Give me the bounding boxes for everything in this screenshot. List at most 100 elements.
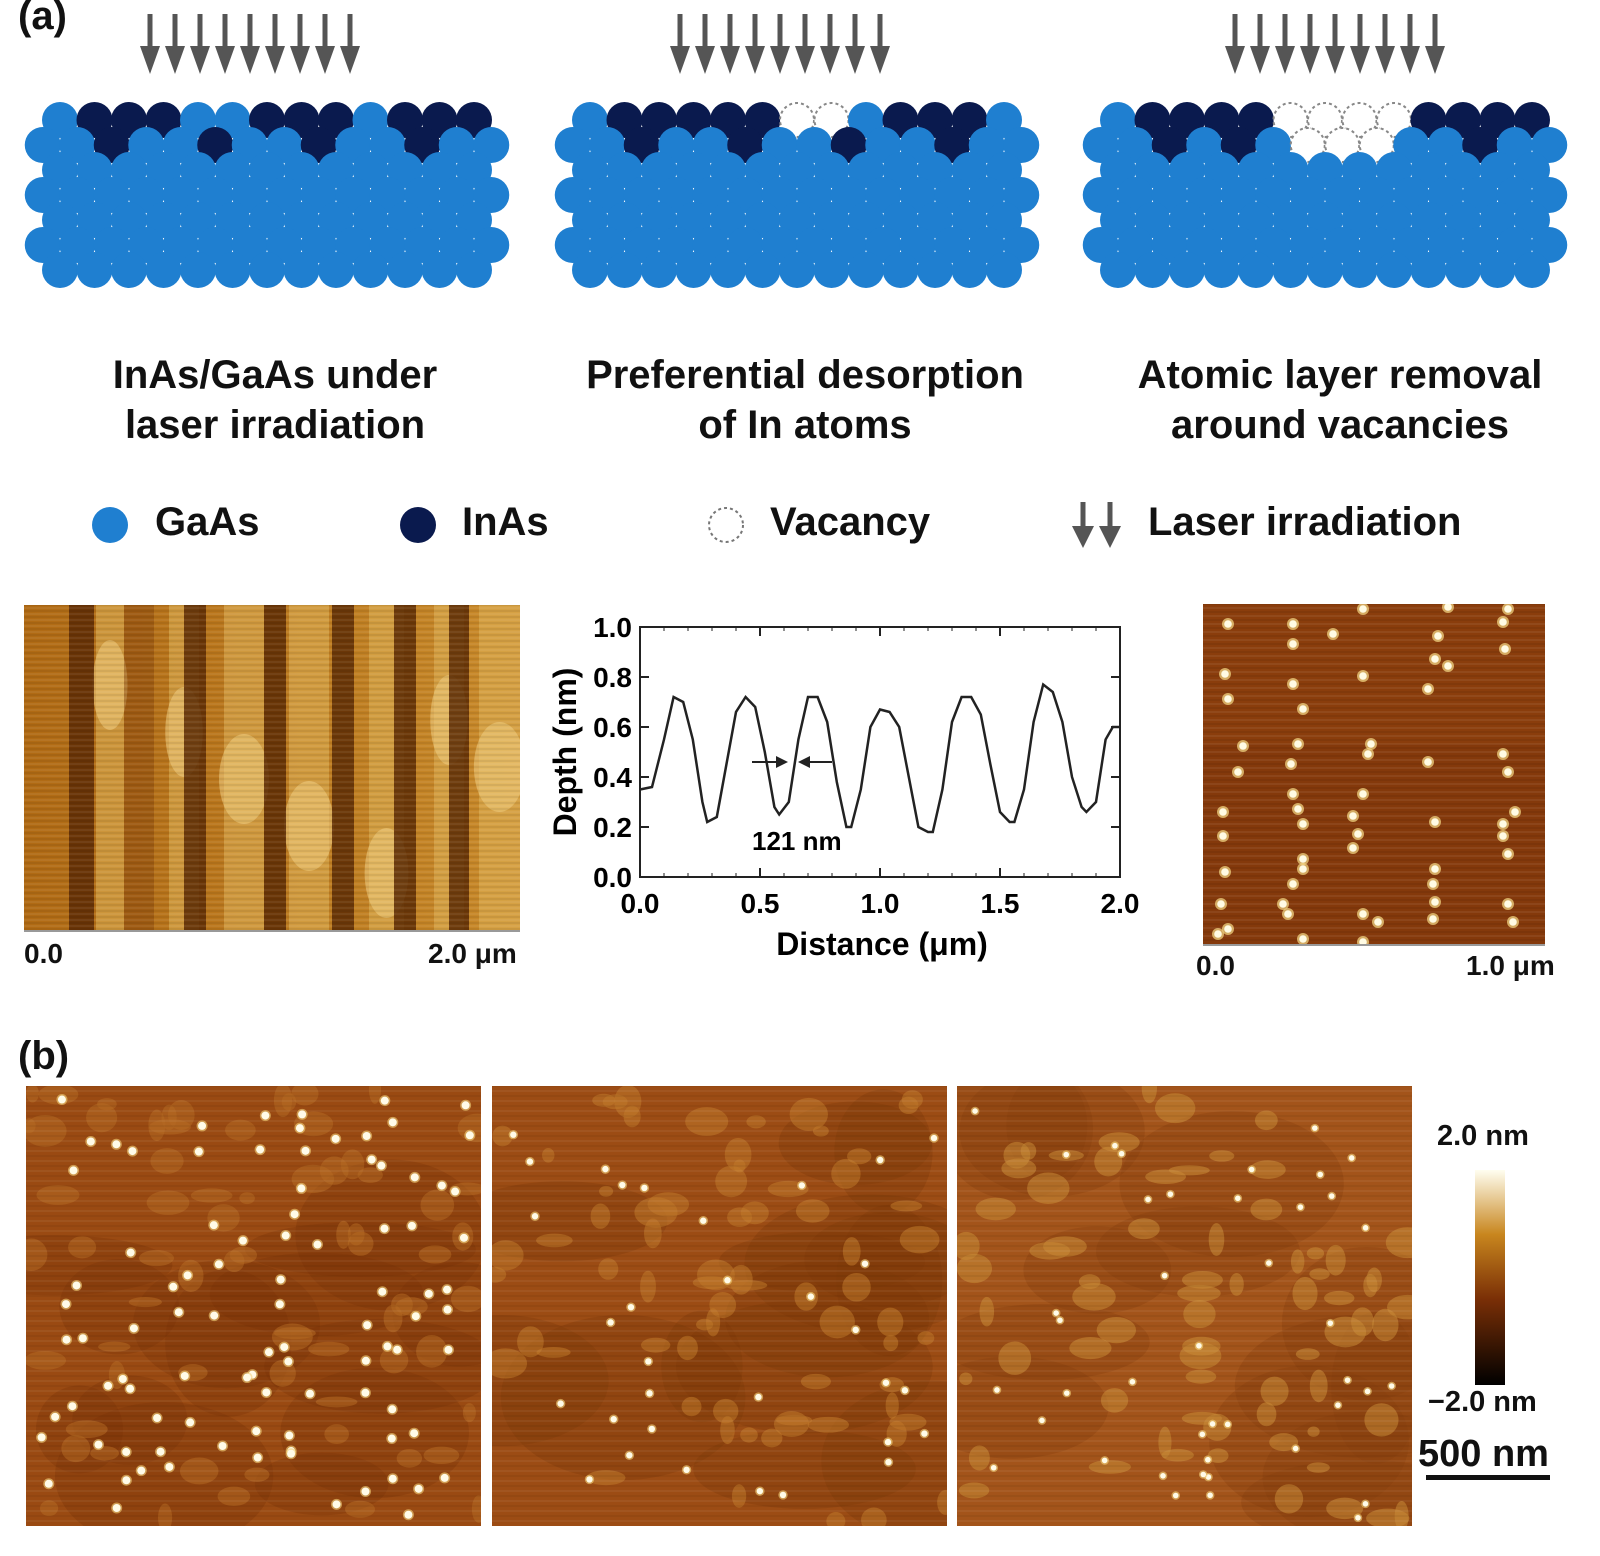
gaas-atom (180, 202, 216, 238)
gaas-atom (1376, 152, 1412, 188)
gaas-atom (623, 177, 660, 213)
quantum-dot-core (86, 1137, 95, 1146)
gaas-atom (76, 252, 113, 288)
quantum-dot-core (1359, 790, 1367, 798)
laser-arrow-head (1300, 46, 1320, 74)
gaas-atom (1134, 202, 1171, 238)
gaas-atom (404, 227, 441, 263)
inas-atom (1220, 127, 1257, 163)
x-tick-label: 2.0 (1101, 888, 1140, 919)
quantum-dot-core (129, 1324, 138, 1333)
quantum-dot-core (297, 1184, 306, 1193)
quantum-dot-core (1235, 1195, 1241, 1202)
quantum-dot-core (626, 1452, 633, 1459)
gaas-atom (968, 127, 1005, 163)
quantum-dot-core (1431, 655, 1439, 663)
gaas-atom (572, 252, 608, 288)
atomic-schematics (24, 14, 1568, 288)
quantum-dot-core (1161, 1272, 1168, 1279)
laser-arrows-icon (1072, 502, 1121, 548)
quantum-dot-core (1289, 790, 1297, 798)
caption-desorption: Preferential desorption of In atoms (586, 353, 1024, 447)
quantum-dot-core (156, 1447, 165, 1456)
gaas-atom (1151, 227, 1188, 263)
quantum-dot-core (1388, 1383, 1395, 1389)
quantum-dot-core (627, 1303, 635, 1311)
gaas-atom (692, 177, 729, 213)
gaas-atom (1186, 177, 1223, 213)
quantum-dot-core (298, 1110, 307, 1119)
quantum-dot-core (1499, 832, 1507, 840)
laser-arrow-head (1225, 46, 1245, 74)
gaas-atom (865, 227, 902, 263)
gaas-atom (641, 152, 677, 188)
gaas-atom (848, 202, 884, 238)
gaas-atom (744, 202, 781, 238)
inas-atom (1203, 102, 1240, 138)
quantum-dot-core (69, 1166, 78, 1175)
gaas-atom (283, 202, 320, 238)
gaas-atom (249, 152, 285, 188)
quantum-dot-core (510, 1131, 517, 1138)
gaas-atom (1479, 152, 1516, 188)
laser-arrow-head (290, 46, 310, 74)
quantum-dot-core (388, 1405, 397, 1414)
gaas-atom (1445, 202, 1481, 238)
legend-laser: Laser irradiation (1148, 500, 1462, 544)
quantum-dot-core (755, 1393, 762, 1401)
caption-initial: InAs/GaAs under laser irradiation (112, 353, 438, 447)
gaas-atom (1393, 127, 1430, 163)
laser-arrow-head (215, 46, 235, 74)
quantum-dot-core (1509, 918, 1517, 926)
quantum-dot-core (280, 1343, 289, 1352)
quantum-dot-core (380, 1096, 389, 1105)
gaas-atom (1410, 202, 1447, 238)
quantum-dot-core (1284, 910, 1292, 918)
quantum-dot-core (443, 1285, 452, 1294)
laser-arrow-head (745, 46, 765, 74)
inas-atom (300, 127, 337, 163)
gaas-atom (658, 227, 695, 263)
inas-atom (917, 102, 953, 138)
quantum-dot-core (1248, 1166, 1255, 1173)
vacancy-icon (708, 507, 744, 543)
quantum-dot-core (607, 1319, 614, 1326)
gaas-atom (128, 227, 165, 263)
gaas-atom (1324, 227, 1361, 263)
laser-arrow-head (845, 46, 865, 74)
x-tick-label: 1.5 (981, 888, 1020, 919)
quantum-dot-core (1367, 740, 1375, 748)
quantum-dot-core (1424, 685, 1432, 693)
gaas-atom (1272, 202, 1309, 238)
quantum-dot-core (1224, 1421, 1231, 1428)
gaas-atom (369, 127, 406, 163)
quantum-dot-core (383, 1342, 392, 1351)
quantum-dot-core (1504, 900, 1512, 908)
quantum-dot-core (1327, 1320, 1334, 1326)
gaas-atom (1272, 152, 1309, 188)
gaas-atom (1203, 252, 1240, 288)
quantum-dot-core (1112, 1142, 1118, 1149)
quantum-dot-core (1354, 830, 1362, 838)
quantum-dot-core (252, 1427, 261, 1436)
quantum-dot-core (1444, 662, 1452, 670)
gaas-atom (1100, 152, 1136, 188)
gaas-atom (1427, 227, 1464, 263)
quantum-dot-core (295, 1124, 304, 1133)
gaas-atom (145, 152, 182, 188)
gaas-atom (214, 102, 251, 138)
gaas-atom (352, 252, 389, 288)
quantum-dot-core (1359, 910, 1367, 918)
inas-atom (623, 127, 660, 163)
quantum-dot-core (407, 1221, 416, 1230)
quantum-dot-core (1199, 1431, 1206, 1438)
vacancy (1289, 127, 1326, 163)
quantum-dot-core (378, 1287, 387, 1296)
inas-atom (1151, 127, 1188, 163)
inas-atom (641, 102, 677, 138)
quantum-dot-core (118, 1374, 127, 1383)
quantum-dot-core (882, 1379, 890, 1386)
gaas-atom (848, 252, 884, 288)
gaas-atom (1186, 127, 1223, 163)
quantum-dot-core (972, 1108, 978, 1114)
